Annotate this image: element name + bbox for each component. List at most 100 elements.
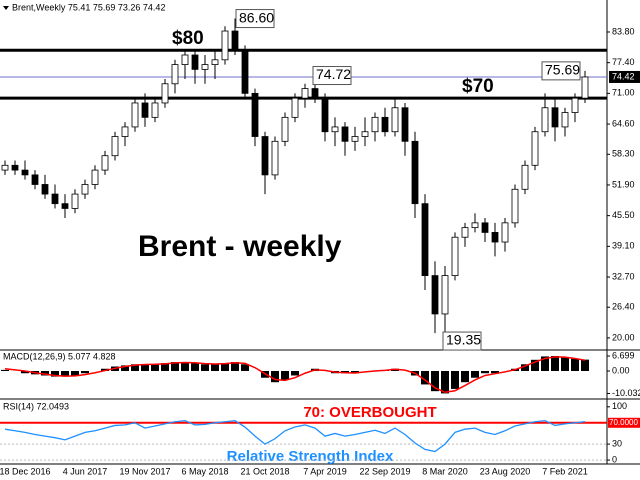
candle-body — [411, 140, 419, 205]
candle-body — [571, 97, 579, 113]
candle-body — [321, 97, 329, 133]
candle-body — [581, 76, 589, 99]
candle-body — [371, 116, 379, 133]
candle-body — [21, 169, 29, 176]
menu-icon[interactable] — [3, 6, 9, 10]
macd-bar — [61, 371, 69, 377]
candle-body — [91, 169, 99, 185]
macd-bar — [461, 371, 469, 383]
macd-bar — [541, 356, 549, 372]
candle-body — [341, 126, 349, 142]
y-tick-label: 6.699 — [612, 350, 635, 360]
macd-bar — [1, 369, 9, 372]
y-tick-label: 71.00 — [612, 88, 635, 98]
candle-body — [141, 102, 149, 118]
macd-bar — [281, 371, 289, 380]
y-tick-label: 77.40 — [612, 57, 635, 67]
macd-bar — [431, 371, 439, 392]
macd-bar — [151, 364, 159, 372]
candle-body — [511, 188, 519, 224]
x-tick-label: 7 Apr 2019 — [303, 466, 347, 476]
y-tick-label: 0.00 — [612, 365, 630, 375]
x-tick-label: 4 Jun 2017 — [63, 466, 108, 476]
y-tick-label: 45.50 — [612, 210, 635, 220]
candle-body — [271, 140, 279, 176]
macd-bar — [231, 362, 239, 372]
rsi-subtitle: Relative Strength Index — [227, 448, 394, 465]
y-tick-label: 32.70 — [612, 271, 635, 281]
candle-body — [111, 136, 119, 157]
candle-body — [391, 107, 399, 133]
level-box — [608, 417, 640, 428]
x-tick-label: 18 Dec 2016 — [0, 466, 51, 476]
macd-bar — [421, 371, 429, 385]
candle-body — [181, 54, 189, 65]
macd-bar — [551, 355, 559, 372]
macd-bar — [561, 357, 569, 372]
watermark: Brent - weekly — [138, 230, 342, 263]
macd-bar — [191, 363, 199, 372]
y-tick-label: 100 — [612, 401, 627, 411]
macd-bar — [521, 364, 529, 372]
candle-body — [551, 107, 559, 128]
candle-body — [51, 193, 59, 205]
rsi-annotation: 70: OVERBOUGHT — [303, 404, 436, 421]
macd-bar — [481, 371, 489, 374]
candle-body — [311, 88, 319, 99]
candle-body — [501, 222, 509, 243]
candle-body — [361, 131, 369, 137]
candle-body — [261, 136, 269, 176]
candle-body — [381, 116, 389, 133]
macd-bar — [291, 371, 299, 376]
candle-body — [1, 164, 9, 171]
y-tick-label: 30 — [612, 438, 622, 448]
candle-body — [351, 136, 359, 142]
rsi-title: RSI(14) 72.0493 — [3, 401, 69, 411]
macd-bar — [221, 363, 229, 372]
candle-body — [461, 227, 469, 238]
callout-box — [541, 61, 581, 81]
candle-body — [41, 184, 49, 195]
macd-bar — [201, 364, 209, 372]
macd-bar — [351, 371, 359, 374]
candle-body — [481, 222, 489, 233]
macd-bar — [211, 364, 219, 372]
callout-label: 75.69 — [545, 62, 580, 78]
candle-body — [221, 30, 229, 61]
candle-body — [491, 232, 499, 243]
macd-bar — [141, 364, 149, 372]
candle-body — [31, 174, 39, 185]
callout-label: 19.35 — [446, 332, 481, 348]
level-label: $80 — [172, 28, 204, 49]
macd-bar — [41, 371, 49, 376]
last-price-box — [609, 70, 640, 83]
candle-body — [201, 64, 209, 70]
candle-body — [441, 275, 449, 315]
candle-body — [301, 88, 309, 99]
signal-line — [4, 356, 586, 394]
x-tick-label: 23 Aug 2020 — [480, 466, 531, 476]
y-tick-label: 58.30 — [612, 149, 635, 159]
candle-body — [171, 64, 179, 85]
macd-bar — [21, 371, 29, 374]
candle-body — [11, 164, 19, 171]
macd-bar — [581, 359, 589, 372]
x-tick-label: 8 Mar 2020 — [422, 466, 468, 476]
callout-label: 86.60 — [239, 9, 274, 25]
macd-bar — [51, 371, 59, 377]
candle-body — [81, 184, 89, 195]
candle-body — [331, 126, 339, 133]
y-tick-label: 20.00 — [612, 332, 635, 342]
macd-bar — [171, 362, 179, 372]
macd-bar — [441, 371, 449, 394]
candle-body — [521, 164, 529, 190]
macd-bar — [161, 363, 169, 372]
y-tick-label: 39.10 — [612, 241, 635, 251]
candle-body — [541, 107, 549, 133]
x-tick-label: 6 May 2018 — [181, 466, 228, 476]
macd-title: MACD(12,26,9) 5.077 4.828 — [3, 351, 116, 361]
candle-body — [431, 275, 439, 315]
y-tick-label: -10.032 — [612, 388, 640, 398]
